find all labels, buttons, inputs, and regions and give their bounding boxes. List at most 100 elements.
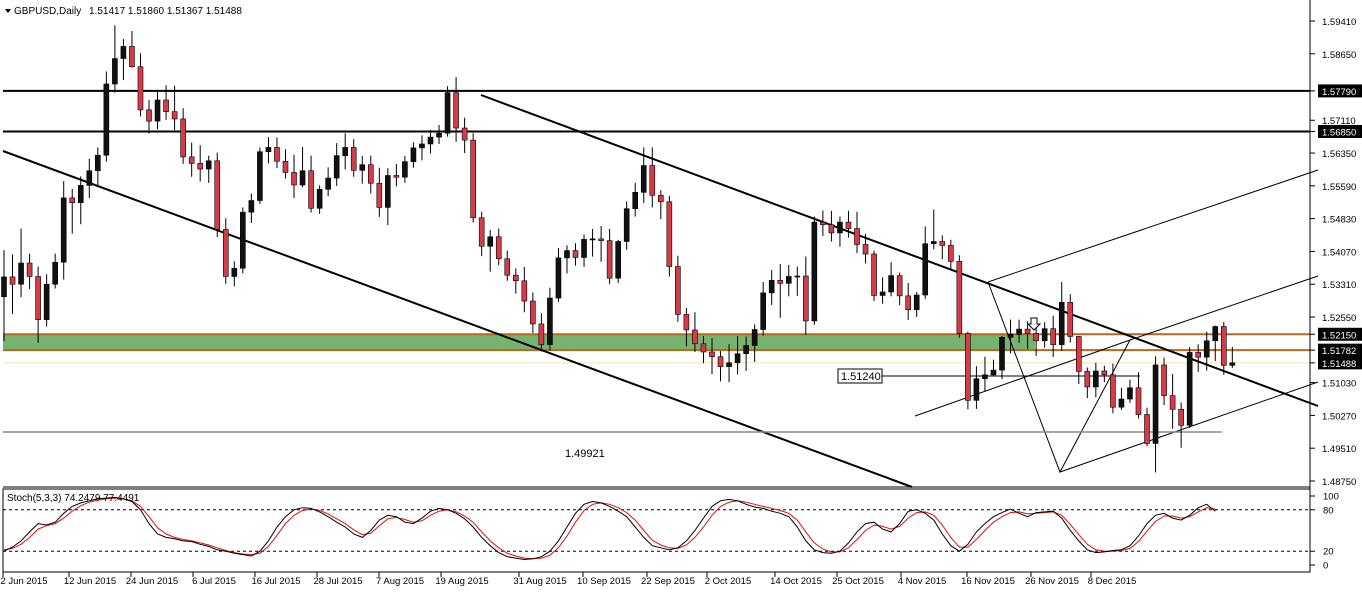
candle-body	[1075, 336, 1082, 372]
candle-body	[86, 170, 93, 186]
candle	[692, 312, 698, 352]
candle	[453, 77, 459, 142]
price-label: 1.55590	[1322, 182, 1356, 193]
rising-wedge-line	[914, 339, 1131, 417]
candle-body	[470, 139, 476, 219]
candle-body	[60, 197, 67, 263]
candle-body	[726, 362, 732, 367]
candle	[231, 261, 238, 287]
candle-body	[231, 267, 238, 277]
price-label: 1.51030	[1322, 379, 1356, 390]
candle	[180, 108, 186, 164]
candle-body	[1118, 398, 1125, 408]
candle-body	[9, 276, 16, 285]
candle	[1093, 362, 1099, 398]
candle	[555, 247, 562, 302]
candle-body	[572, 250, 579, 258]
candle	[896, 272, 903, 306]
price-label-box	[1318, 84, 1362, 98]
candle	[129, 30, 135, 68]
candle	[137, 53, 144, 117]
price-label: 1.56350	[1322, 149, 1356, 160]
candle-body	[52, 261, 58, 285]
lower-channel-trendline	[2, 150, 913, 488]
candle	[257, 147, 263, 204]
candle	[709, 338, 715, 374]
candle	[1041, 322, 1048, 348]
candle	[171, 85, 178, 131]
candle	[1101, 365, 1108, 383]
candle	[768, 269, 775, 305]
candle-body	[1186, 352, 1193, 426]
candle-body	[555, 257, 562, 299]
candle-body	[982, 374, 988, 380]
candle-body	[640, 165, 647, 193]
time-label: 12 Jun 2015	[64, 576, 116, 587]
candle	[325, 167, 331, 197]
time-label: 19 Aug 2015	[435, 576, 488, 587]
candle-body	[171, 111, 178, 120]
candle-body	[436, 132, 442, 138]
pitchfork-median-line	[1129, 275, 1319, 341]
pitchfork-handle	[987, 281, 1131, 474]
candle	[939, 235, 946, 260]
candle	[291, 154, 297, 198]
candle-body	[1169, 395, 1176, 410]
candle	[333, 143, 340, 186]
candle	[794, 266, 801, 296]
time-label: 6 Jul 2015	[192, 576, 236, 587]
stoch-tick-label: 0	[1323, 561, 1328, 572]
collapse-triangle-icon[interactable]	[5, 9, 11, 13]
candle-body	[214, 160, 221, 230]
candle	[427, 130, 434, 154]
price-label: 1.48750	[1322, 477, 1356, 488]
time-label: 8 Dec 2015	[1088, 576, 1137, 587]
candle	[205, 155, 212, 183]
candle-body	[402, 161, 408, 178]
candle	[888, 262, 894, 297]
stochastic-panel: Stoch(5,3,3) 74.2479 77.4491 100 80 20 0	[2, 486, 1339, 573]
candle-body	[1195, 352, 1201, 358]
pitchfork-lower-tine	[1059, 381, 1319, 473]
candle-body	[990, 369, 997, 376]
candle	[385, 168, 391, 226]
candle	[299, 147, 306, 188]
candle	[837, 216, 843, 247]
candle	[43, 274, 50, 327]
candle-body	[1084, 371, 1091, 388]
candle	[410, 142, 417, 168]
candle-body	[751, 329, 758, 346]
candle	[589, 228, 596, 257]
candle	[640, 147, 647, 204]
candle	[760, 282, 766, 336]
candle	[683, 307, 690, 347]
candle-body	[154, 99, 161, 122]
candle	[308, 155, 314, 213]
candle-body	[1203, 340, 1210, 358]
candle	[282, 149, 289, 179]
candle-body	[666, 201, 673, 267]
price-label: 1.54830	[1322, 215, 1356, 226]
candle	[342, 133, 349, 170]
candle-body	[1229, 362, 1236, 366]
candle-body	[521, 280, 528, 302]
candle	[35, 266, 41, 343]
candle-body	[342, 147, 349, 156]
candle	[95, 147, 101, 186]
candle-body	[419, 143, 425, 149]
time-label: 22 Sep 2015	[641, 576, 695, 587]
candle	[581, 234, 587, 267]
price-label: 1.51782	[1322, 346, 1356, 357]
time-label: 4 Nov 2015	[898, 576, 947, 587]
candle	[785, 264, 792, 297]
candle-body	[683, 314, 690, 331]
candle-body	[854, 228, 860, 245]
candle	[990, 359, 997, 376]
candle	[905, 282, 911, 321]
candle-body	[785, 276, 792, 284]
candle-body	[623, 208, 630, 242]
candle	[316, 185, 323, 214]
candle-body	[1212, 326, 1219, 342]
time-label: 7 Aug 2015	[376, 576, 424, 587]
candle-body	[393, 175, 400, 178]
